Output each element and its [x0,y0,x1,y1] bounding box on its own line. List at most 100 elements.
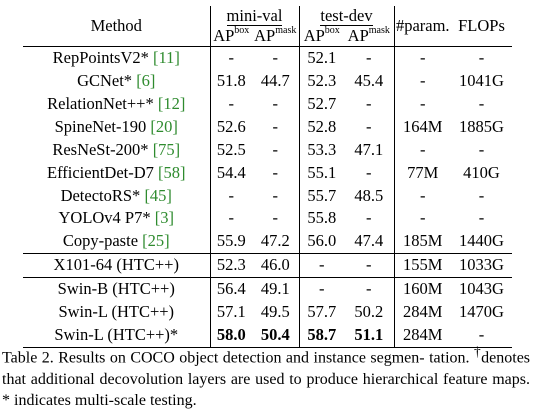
method-cell: X101-64 (HTC++) [23,253,210,278]
table-body: RepPointsV2* [11] - -52.1- - - GCNet* [6] 51.8… [23,46,513,348]
table-row: YOLOv4 P7* [3] - -55.8- - - [23,207,512,231]
table-row: ResNeSt-200* [75] 52.5-53.3 47.1- - [23,138,512,162]
cell-param: 77M [393,161,452,185]
cell-td-mask: - [366,208,372,228]
method-cell: ResNeSt-200* [75] [23,139,210,162]
cell-td-box: 56.0 [298,230,344,254]
cell-td-mask: - [366,48,372,68]
method-name: Swin-L (HTC++) [58,301,175,321]
citation-link[interactable]: [75] [152,139,181,159]
cell-flops: 1041G [459,71,504,91]
header-flops: FLOPs [451,6,513,47]
cell-td-mask: 50.2 [354,301,384,321]
cell-param: - [393,92,452,116]
cell-flops: 410G [463,162,500,182]
cell-td-box: - [298,253,344,278]
method-name: RelationNet++* [47,93,154,113]
cell-td-box: 55.1 [298,161,344,185]
method-cell: RepPointsV2* [11] [23,47,210,70]
cell-mv-mask: 46.0 [252,253,299,278]
method-cell: GCNet* [6] [23,70,210,93]
cell-td-mask: 47.1 [354,139,384,159]
cell-param: - [393,207,452,231]
citation-link[interactable]: [6] [136,71,156,91]
cell-flops: 1885G [459,116,504,136]
table-row: X101-64 (HTC++) 52.3 46.0- -155M 1033G [23,253,513,278]
method-name: SpineNet-190 [54,116,147,136]
cell-mv-box: 57.1 [209,300,252,324]
cell-flops: - [478,208,485,228]
cell-flops: - [451,323,513,348]
cell-mv-box: 52.3 [209,253,252,278]
cell-td-mask: - [344,253,395,278]
method-name: Swin-B (HTC++) [57,279,175,299]
citation-link[interactable]: [12] [157,93,186,113]
method-cell: DetectoRS* [45] [23,184,210,207]
method-cell: YOLOv4 P7* [3] [23,207,210,230]
cell-mv-mask: - [272,93,279,113]
cell-td-mask: - [366,93,372,113]
cell-param: - [393,184,452,208]
cell-param: 284M [393,323,452,348]
header-testdev: test-dev [298,6,395,27]
cell-param: 284M [393,300,452,324]
cell-mv-mask: 47.2 [260,231,290,251]
cell-mv-mask: - [272,185,279,205]
cell-mv-box: 52.5 [209,138,252,162]
cell-param: - [393,69,452,93]
citation-link[interactable]: [3] [154,208,174,228]
citation-link[interactable]: [45] [144,185,172,205]
method-cell: Swin-L (HTC++) [23,301,210,324]
cell-td-mask: - [366,116,372,136]
cell-mv-mask: - [272,116,279,136]
cell-mv-mask: - [272,48,279,68]
method-cell: Swin-B (HTC++) [23,276,210,301]
table-row: DetectoRS* [45] - -55.7 48.5- - [23,184,512,208]
table-caption: Table 2. Results on COCO object detectio… [2,344,531,410]
cell-td-box: 57.7 [298,300,344,324]
method-cell: RelationNet++* [12] [23,93,210,116]
cell-mv-box: - [209,92,252,116]
cell-mv-box: 51.8 [209,69,252,93]
cell-td-box: 53.3 [298,138,344,162]
results-table: Method mini-val test-dev #param. FLOPs A… [23,6,513,348]
method-name: Copy-paste [62,231,139,251]
cell-param: 155M [393,253,452,278]
citation-link[interactable]: [20] [150,116,178,136]
cell-mv-box: - [209,184,252,208]
cell-td-box: 55.7 [298,184,344,208]
cell-flops: 1440G [459,231,504,251]
table-row: EfficientDet-D7 [58] 54.4-55.1-77M 410G [23,161,512,185]
cell-mv-mask: 44.7 [260,71,290,91]
cell-mv-mask: 49.1 [252,276,299,301]
citation-link[interactable]: [11] [153,48,180,68]
method-name: GCNet* [77,71,133,91]
cell-flops: - [478,93,485,113]
cell-mv-box: 52.6 [209,115,252,139]
header-param: #param. [393,6,452,47]
table-row: SpineNet-190 [20] 52.6-52.8-164M 1885G [23,115,512,139]
method-name: EfficientDet-D7 [46,162,154,182]
cell-td-box: 52.3 [298,69,344,93]
cell-param: - [393,46,452,70]
header-method: Method [23,6,210,47]
citation-link[interactable]: [25] [142,231,170,251]
header-row-1: Method mini-val test-dev #param. FLOPs [23,6,513,47]
cell-mv-box: 55.9 [209,230,252,254]
cell-td-mask: 45.4 [354,71,384,91]
cell-td-box: 55.8 [298,207,344,231]
header-mv-apbox: APbox [209,26,252,47]
method-cell: Swin-L (HTC++)* [23,323,210,348]
cell-mv-box: - [209,207,252,231]
cell-mv-mask: - [272,139,279,159]
method-cell: Copy-paste [25] [23,230,210,253]
cell-flops: 1470G [459,301,504,321]
table-row: RelationNet++* [12] - -52.7- - - [23,92,512,116]
cell-td-mask: - [344,276,395,301]
citation-link[interactable]: [58] [158,162,186,182]
header-td-apmask: APmask [344,26,395,47]
table-row: Swin-B (HTC++) 56.4 49.1- -160M 1043G [23,276,513,301]
table-row: Swin-L (HTC++) 57.1 49.5 57.7 50.2 284M 1470G [23,300,512,324]
method-name: ResNeSt-200* [52,139,149,159]
